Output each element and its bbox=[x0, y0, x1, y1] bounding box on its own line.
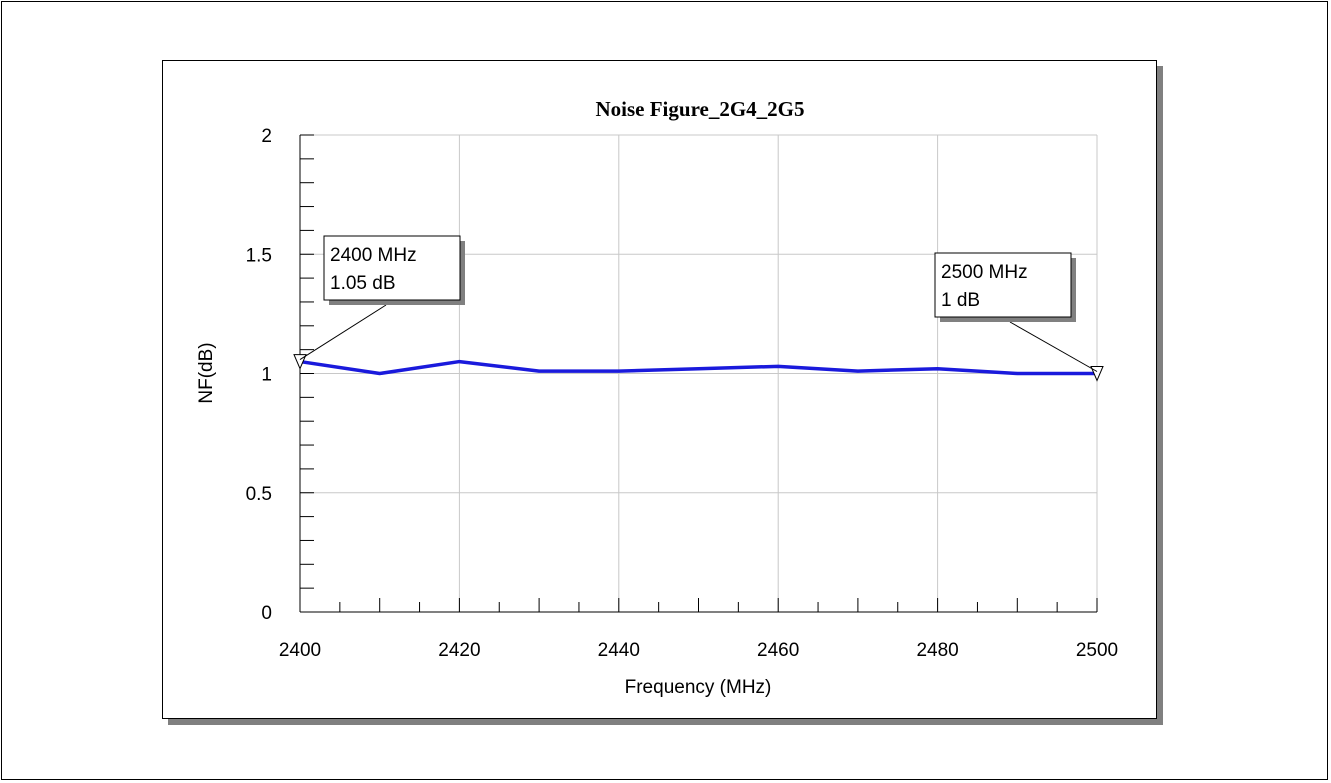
y-tick-label: 1 bbox=[261, 365, 272, 386]
series-layer bbox=[299, 359, 1097, 376]
x-tick-label: 2480 bbox=[916, 640, 958, 661]
x-tick-label: 2440 bbox=[598, 640, 640, 661]
chart-title: Noise Figure_2G4_2G5 bbox=[595, 97, 804, 121]
tick-label-layer: 2400 2420 2440 2460 2480 2500 0 0.5 1 1.5 2 bbox=[246, 126, 1119, 661]
x-tick-label: 2460 bbox=[757, 640, 799, 661]
x-tick-label: 2500 bbox=[1076, 640, 1118, 661]
x-tick-label: 2400 bbox=[279, 640, 321, 661]
marker-box bbox=[934, 252, 1072, 318]
x-axis-title: Frequency (MHz) bbox=[625, 677, 772, 698]
y-tick-label: 1.5 bbox=[246, 245, 272, 266]
marker-value-label: 1.05 dB bbox=[330, 273, 396, 294]
marker-frequency-label: 2400 MHz bbox=[330, 245, 417, 266]
marker-leader-line bbox=[1009, 321, 1098, 372]
marker-layer: 2400 MHz 1.05 dB 2500 MHz 1 dB bbox=[293, 235, 1104, 382]
marker-leader-line bbox=[299, 304, 387, 360]
axis-layer bbox=[299, 134, 1098, 613]
y-tick-label: 0 bbox=[261, 603, 272, 624]
y-tick-label: 2 bbox=[261, 126, 272, 147]
y-axis-title: NF(dB) bbox=[196, 342, 217, 403]
chart-panel bbox=[162, 60, 1157, 719]
grid-layer bbox=[299, 134, 1098, 613]
marker-frequency-label: 2500 MHz bbox=[941, 262, 1028, 283]
marker-value-label: 1 dB bbox=[941, 290, 980, 311]
nf-series-line bbox=[299, 359, 1097, 376]
x-tick-label: 2420 bbox=[438, 640, 480, 661]
marker-box bbox=[323, 235, 461, 301]
y-tick-label: 0.5 bbox=[246, 484, 272, 505]
